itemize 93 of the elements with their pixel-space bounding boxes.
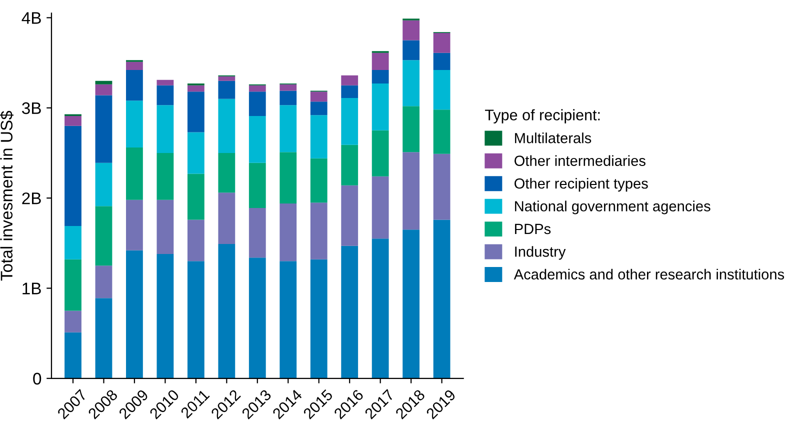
y-tick-label: 4B [22,12,41,24]
bar [248,85,266,92]
bar [95,206,112,266]
bar [310,115,328,158]
y-axis-title: Total invesment in US$ [0,110,14,281]
bar [402,60,420,106]
bar [310,92,328,102]
bar [156,85,174,106]
bar [187,261,204,378]
bar [402,106,420,152]
bar [218,80,236,99]
bar [95,84,112,96]
legend-label: Industry [515,246,566,260]
bar [64,259,82,311]
bar [156,254,174,378]
legend-label: PDPs [515,224,551,234]
bar [402,40,420,60]
bar [64,126,82,226]
bar [372,130,389,176]
bar [341,144,358,186]
bar [187,92,204,132]
legend-label: National government agencies [515,200,710,214]
bar [341,98,358,145]
legend-label: Academics and other research institutions [514,268,784,280]
bar [64,226,82,260]
bar [95,95,112,163]
bar [248,116,266,163]
bar [433,52,450,70]
bar [433,154,450,220]
bar [433,110,450,154]
bar [248,92,266,116]
bar [310,202,328,260]
bar [156,200,174,254]
bar [372,176,389,239]
bar [341,246,358,378]
bar [218,244,236,378]
legend-label: Other intermediaries [514,155,646,166]
bar [372,238,389,378]
bar [310,102,328,116]
y-tick-label: 3B [22,102,41,114]
bar [218,152,236,193]
bar [64,116,82,126]
bar [310,259,328,378]
bar [372,84,389,130]
bar [341,75,358,86]
bar [126,200,143,250]
y-tick-label: 0 [33,372,42,385]
bar [280,203,297,262]
bar [248,258,266,378]
bar [126,100,143,148]
bar [126,62,143,70]
bar [187,174,204,220]
bar [372,70,389,84]
bar [95,266,112,298]
bar [64,332,82,378]
bar [156,152,174,200]
bar [64,310,82,332]
bar [95,162,112,206]
bar [280,152,297,204]
bar [433,220,450,378]
bar [156,80,174,86]
bar [280,90,297,106]
bar [402,20,420,40]
bar [372,52,389,70]
bar [402,152,420,230]
y-tick-label: 2B [22,192,41,204]
bar [156,105,174,153]
bar [95,80,112,84]
bar [341,185,358,246]
bar [126,70,143,101]
bar [126,250,143,378]
legend-label: Multilaterals [515,132,592,144]
bar [218,192,236,244]
bar [341,85,358,98]
bar [218,76,236,81]
bar [433,33,450,53]
bar [280,105,297,152]
bar [126,148,143,200]
y-tick-label: 1B [22,282,41,294]
bar [218,98,236,153]
bar [310,158,328,203]
bar [248,162,266,208]
bar [95,298,112,378]
bar [187,132,204,174]
bar [433,70,450,110]
bar [187,220,204,262]
bar [248,208,266,258]
legend-label: Other recipient types [514,178,648,192]
bar [280,261,297,378]
bar [187,85,204,92]
legend-title: Type of recipient: [485,109,600,124]
bar [402,230,420,378]
bar [280,84,297,91]
